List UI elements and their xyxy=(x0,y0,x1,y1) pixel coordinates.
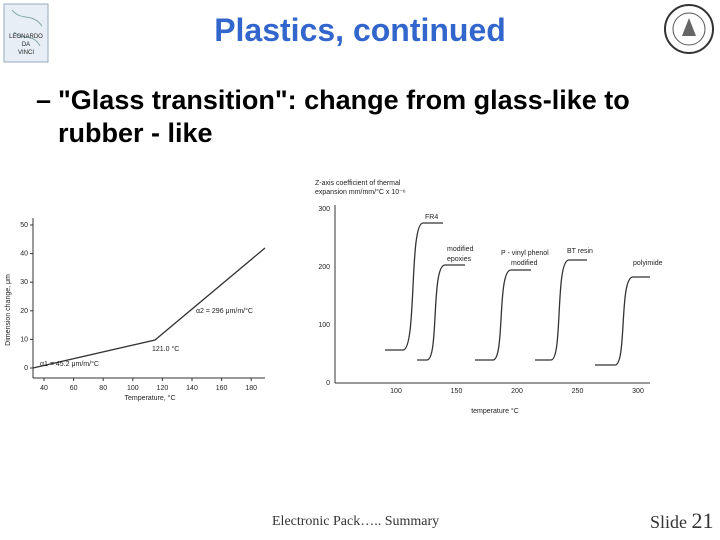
logo-text: DA xyxy=(22,42,30,48)
y-tick-label: 200 xyxy=(318,264,330,271)
figure-title: expansion mm/mm/°C x 10⁻⁶ xyxy=(315,188,406,196)
logo-right xyxy=(664,4,714,54)
y-label: Dimension change, μm xyxy=(5,274,12,346)
curve-label: epoxies xyxy=(447,256,472,263)
bullet: – "Glass transition": change from glass-… xyxy=(36,84,688,150)
y-tick-label: 0 xyxy=(24,365,28,372)
annotation: α1 = 45.2 μm/m/°C xyxy=(40,360,99,368)
footer-source: Electronic Pack….. Summary xyxy=(272,514,440,529)
figure-left: Dimension change, μm 0 10 20 30 40 50 40 60 80 1… xyxy=(5,218,266,402)
x-tick-label: 120 xyxy=(157,385,169,392)
x-tick-label: 100 xyxy=(390,388,402,395)
slide-number: 21 xyxy=(691,508,714,533)
y-tick-label: 30 xyxy=(20,279,28,286)
curve-label: polyimide xyxy=(633,260,663,267)
curve-label: BT resin xyxy=(567,248,593,255)
curve-label: FR4 xyxy=(425,214,438,221)
x-tick-label: 200 xyxy=(511,388,523,395)
x-tick-label: 80 xyxy=(99,385,107,392)
x-tick-label: 180 xyxy=(245,385,257,392)
y-tick-label: 10 xyxy=(20,336,28,343)
seal-inner xyxy=(672,12,706,46)
x-tick-label: 250 xyxy=(572,388,584,395)
y-tick-label: 300 xyxy=(318,206,330,213)
slide-word: Slide xyxy=(650,512,688,532)
curve xyxy=(475,269,531,361)
x-tick-label: 150 xyxy=(451,388,463,395)
logo-text: LEONARDO xyxy=(9,34,43,40)
x-tick-label: 300 xyxy=(632,388,644,395)
x-label: Temperature, °C xyxy=(124,394,175,402)
logo-frame xyxy=(3,3,49,63)
x-tick-label: 100 xyxy=(127,385,139,392)
curve xyxy=(385,222,443,351)
bullet-text: "Glass transition": change from glass-li… xyxy=(58,85,630,148)
logo-text: VINCI xyxy=(18,50,34,56)
figure-title: Z-axis coefficient of thermal xyxy=(315,180,401,187)
y-tick-label: 20 xyxy=(20,308,28,315)
curve xyxy=(535,259,587,361)
y-tick-label: 40 xyxy=(20,251,28,258)
curve-label: modified xyxy=(511,260,538,267)
y-tick-label: 0 xyxy=(326,380,330,387)
curve-label: P - vinyl phenol xyxy=(501,250,549,257)
curve xyxy=(595,276,650,366)
curve xyxy=(32,247,266,369)
figure-right: Z-axis coefficient of thermal expansion … xyxy=(315,180,663,415)
x-tick-label: 40 xyxy=(40,385,48,392)
y-tick-label: 50 xyxy=(20,222,28,229)
seal-figure xyxy=(682,18,696,36)
slide-title: Plastics, continued xyxy=(214,12,506,48)
x-label: temperature °C xyxy=(471,407,519,415)
curve xyxy=(417,264,465,361)
y-tick-label: 100 xyxy=(318,322,330,329)
footer-slide: Slide 21 xyxy=(650,508,714,534)
x-tick-label: 140 xyxy=(186,385,198,392)
curve-label: modified xyxy=(447,246,474,253)
x-tick-label: 60 xyxy=(70,385,78,392)
annotation: α2 = 296 μm/m/°C xyxy=(196,307,253,315)
logo-left: LEONARDO DA VINCI xyxy=(3,3,49,63)
seal-ring xyxy=(664,4,714,54)
logo-art xyxy=(11,9,43,47)
bullet-marker: – xyxy=(36,85,52,115)
x-tick-label: 160 xyxy=(216,385,228,392)
annotation: 121.0 °C xyxy=(152,345,179,353)
